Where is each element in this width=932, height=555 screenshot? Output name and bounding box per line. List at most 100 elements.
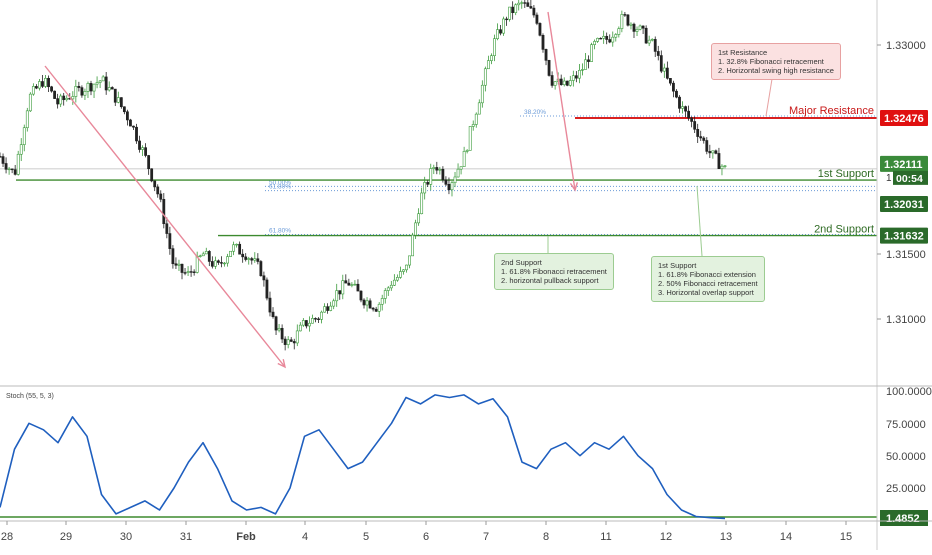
candle-body: [241, 253, 245, 258]
candle-body: [568, 80, 572, 86]
time-tick-label: 29: [60, 531, 72, 543]
candle-body: [314, 318, 317, 320]
candles-layer: [0, 0, 727, 351]
candle-body: [392, 279, 396, 286]
candle-body: [526, 2, 530, 7]
candle-body: [711, 150, 715, 154]
candle-body: [532, 7, 536, 16]
candle-body: [317, 318, 320, 320]
candle-body: [0, 156, 2, 158]
candle-body: [559, 78, 563, 86]
candle-body: [520, 2, 524, 4]
candle-body: [77, 85, 81, 88]
candle-body: [602, 35, 606, 39]
impulse-arrow-head: [277, 359, 287, 369]
candle-body: [471, 124, 475, 127]
candle-body: [326, 306, 330, 311]
candle-body: [581, 69, 584, 71]
candle-body: [223, 262, 226, 265]
candle-body: [98, 80, 102, 83]
arrows-layer: [44, 11, 773, 369]
time-tick-label: 30: [120, 531, 132, 543]
candle-body: [189, 271, 193, 273]
stoch-tick-label: 25.0000: [886, 483, 926, 495]
candle-body: [386, 287, 390, 291]
candle-body: [256, 258, 260, 262]
candle-body: [113, 88, 117, 103]
candle-body: [265, 279, 269, 299]
candle-body: [174, 263, 178, 266]
candle-body: [486, 60, 490, 70]
candle-body: [653, 39, 657, 52]
candle-body: [599, 37, 603, 40]
candle-body: [587, 59, 590, 62]
candle-body: [714, 150, 718, 154]
candle-body: [295, 330, 299, 344]
candle-body: [44, 77, 47, 87]
candle-body: [459, 166, 463, 170]
candle-body: [389, 284, 393, 289]
candle-body: [38, 81, 41, 89]
major-resistance-label: Major Resistance: [789, 105, 874, 117]
candle-body: [614, 34, 618, 38]
candle-body: [480, 84, 484, 104]
stochastic-layer: Stoch (55, 5, 3) 100.0000 75.0000 50.0000 25…: [0, 386, 932, 526]
candle-body: [483, 68, 487, 86]
candle-body: [180, 263, 184, 273]
candle-body: [590, 44, 593, 62]
resistance-callout-line-3: 2. Horizontal swing high resistance: [718, 66, 834, 75]
candle-body: [596, 37, 599, 42]
candle-body: [4, 163, 8, 170]
candle-body: [207, 251, 211, 262]
candle-body: [250, 258, 254, 261]
candle-body: [402, 269, 405, 272]
support2-callout-line-3: 2. horizontal pullback support: [501, 276, 599, 285]
candle-body: [59, 95, 63, 105]
candle-body: [1, 156, 5, 164]
candle-body: [244, 256, 248, 260]
candle-body: [429, 168, 433, 185]
candle-body: [35, 86, 38, 89]
time-tick-label: 15: [840, 531, 852, 543]
candle-body: [198, 255, 202, 257]
candle-body: [517, 2, 521, 6]
fib-label: 61.80%: [269, 227, 291, 234]
candle-body: [135, 126, 138, 142]
candle-body: [365, 300, 369, 306]
candle-body: [204, 251, 208, 255]
candle-body: [650, 39, 654, 41]
current-price-label-bg: [880, 155, 928, 172]
countdown-prefix: 1: [886, 173, 892, 184]
candle-body: [659, 55, 663, 72]
support1-callout-line-3: 2. 50% Fibonacci retracement: [658, 279, 758, 288]
stoch-tick-label: 50.0000: [886, 451, 926, 463]
candle-body: [153, 180, 157, 188]
candle-body: [150, 168, 154, 182]
candle-body: [226, 256, 229, 264]
resistance-callout-line-2: 1. 32.8% Fibonacci retracement: [718, 57, 824, 66]
candle-body: [50, 86, 53, 92]
candle-body: [259, 261, 263, 277]
candle-body: [83, 91, 87, 96]
candle-body: [605, 35, 609, 40]
candle-body: [535, 14, 539, 24]
support2-callout-line-2: 1. 61.8% Fibonacci retracement: [501, 267, 607, 276]
candle-body: [499, 29, 502, 34]
candle-body: [183, 272, 187, 274]
time-tick-label: 6: [423, 531, 429, 543]
candle-body: [702, 137, 706, 141]
candle-body: [450, 182, 454, 191]
candle-body: [304, 320, 308, 327]
candle-body: [453, 176, 457, 184]
resistance-callout-line-1: 1st Resistance: [718, 48, 768, 57]
fib-label: 38.20%: [524, 109, 546, 116]
candle-body: [122, 106, 126, 113]
candle-body: [356, 283, 360, 292]
candle-body: [508, 6, 512, 20]
candle-body: [28, 93, 32, 112]
second-support-price-label: 1.31632: [884, 231, 924, 243]
fib-label: 50.00%: [269, 179, 291, 186]
candle-body: [86, 83, 90, 92]
